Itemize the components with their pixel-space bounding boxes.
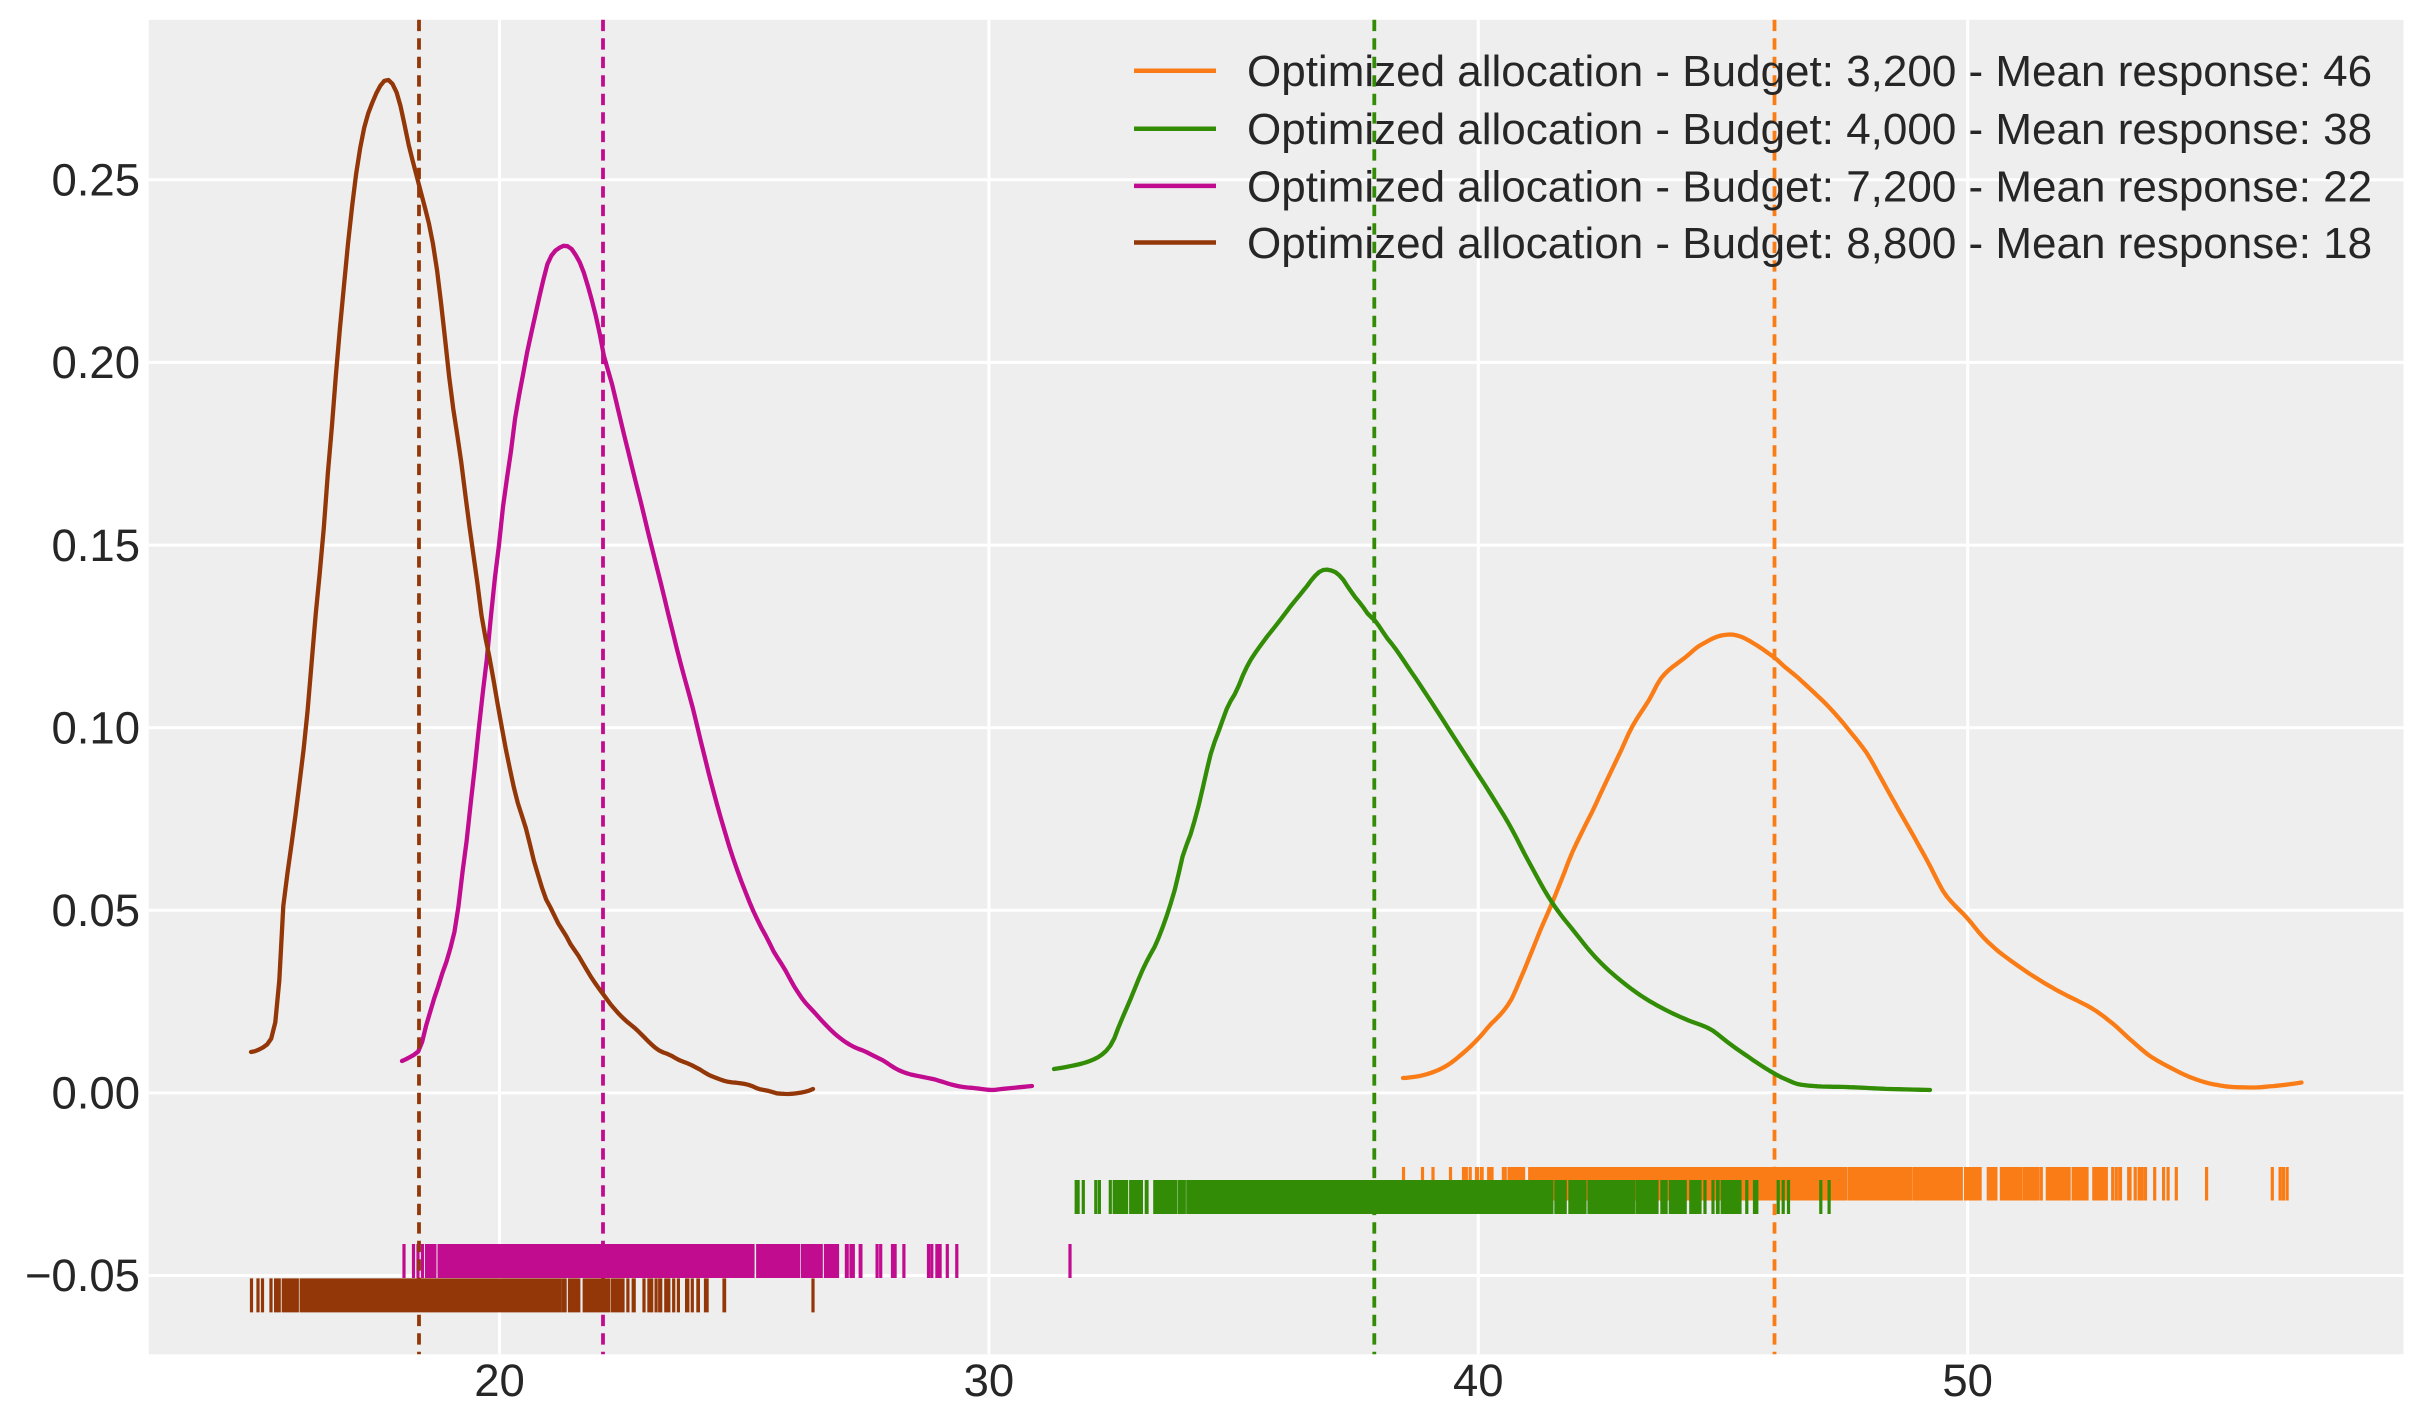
svg-text:Optimized allocation - Budget:: Optimized allocation - Budget: 8,800 - M… bbox=[1247, 219, 2372, 268]
svg-text:30: 30 bbox=[964, 1355, 1015, 1406]
svg-text:Optimized allocation - Budget:: Optimized allocation - Budget: 3,200 - M… bbox=[1247, 47, 2372, 96]
svg-text:Optimized allocation - Budget:: Optimized allocation - Budget: 4,000 - M… bbox=[1247, 105, 2372, 154]
svg-text:20: 20 bbox=[474, 1355, 525, 1406]
svg-text:0.05: 0.05 bbox=[51, 885, 140, 936]
svg-text:0.20: 0.20 bbox=[51, 337, 140, 388]
svg-text:0.10: 0.10 bbox=[51, 702, 140, 753]
svg-text:0.00: 0.00 bbox=[51, 1068, 140, 1119]
svg-text:Optimized allocation - Budget:: Optimized allocation - Budget: 7,200 - M… bbox=[1247, 162, 2372, 211]
svg-text:0.25: 0.25 bbox=[51, 155, 140, 206]
svg-text:40: 40 bbox=[1453, 1355, 1504, 1406]
svg-text:0.15: 0.15 bbox=[51, 520, 140, 571]
svg-text:50: 50 bbox=[1942, 1355, 1993, 1406]
svg-text:−0.05: −0.05 bbox=[25, 1250, 140, 1301]
